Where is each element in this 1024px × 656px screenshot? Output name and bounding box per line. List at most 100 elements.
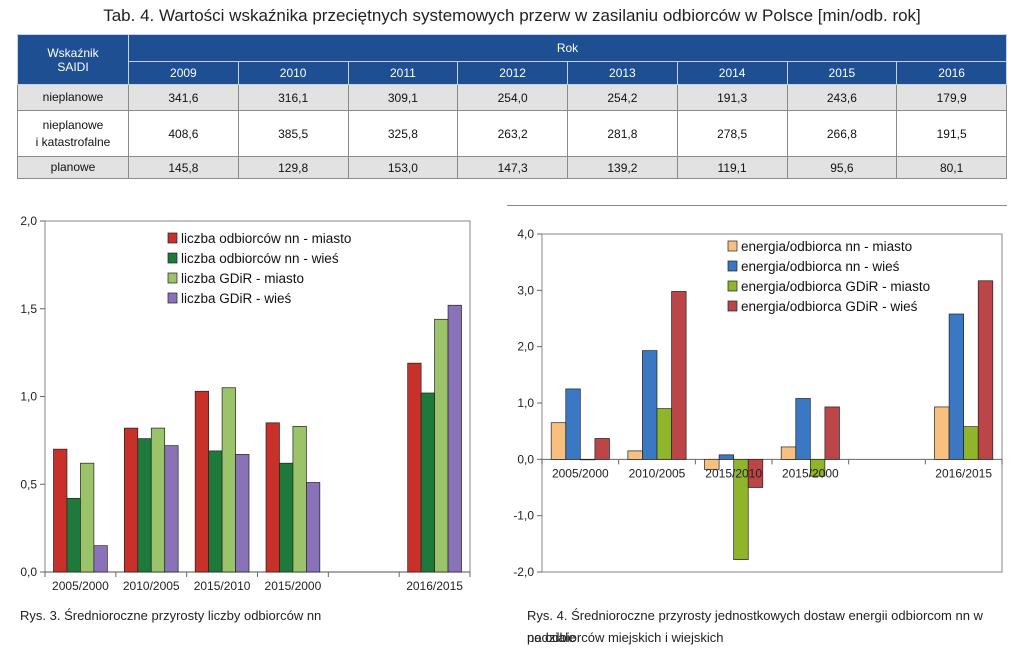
row-label: nieplanowe xyxy=(17,84,129,111)
row-label-line: planowe xyxy=(50,160,96,174)
table-row: planowe 145,8 129,8 153,0 147,3 139,2 119,1 95,… xyxy=(17,156,1007,179)
bar xyxy=(306,482,321,573)
bar xyxy=(704,458,720,470)
bar xyxy=(795,398,811,460)
caption-fig4-line2: na odbiorców miejskich i wiejskich xyxy=(527,630,724,645)
bar xyxy=(642,350,658,460)
bar xyxy=(733,458,749,560)
bar xyxy=(93,545,108,573)
x-category-label: 2015/2000 xyxy=(265,579,322,593)
bar xyxy=(150,427,166,573)
table-title: Tab. 4. Wartości wskaźnika przeciętnych … xyxy=(103,6,921,25)
legend-label: liczba odbiorców nn - wieś xyxy=(181,251,339,266)
x-category-label: 2015/2010 xyxy=(705,466,762,480)
group-header: Rok xyxy=(128,34,1007,62)
legend-swatch xyxy=(167,272,178,284)
y-tick-label: 3,0 xyxy=(517,283,534,297)
bar xyxy=(747,458,764,488)
year-header: 2010 xyxy=(237,61,349,85)
table-row: nieplanowe 341,6 316,1 309,1 254,0 254,2 191,3… xyxy=(17,84,1007,111)
y-tick-label: 1,5 xyxy=(20,302,37,316)
bar xyxy=(292,425,307,573)
legend-label: energia/odbiorca nn - miasto xyxy=(741,239,912,254)
y-tick-label: 0,5 xyxy=(20,477,37,491)
y-tick-label: -2,0 xyxy=(513,565,534,579)
chart-customer-growth: 0,0 0,5 1,0 1,5 2,0 2005/2000 2010/2005 2015/20… xyxy=(20,214,471,593)
year-header: 2014 xyxy=(676,61,788,85)
legend-label: energia/odbiorca GDiR - wieś xyxy=(741,299,918,314)
row-label: planowe xyxy=(17,156,129,179)
bar xyxy=(594,438,610,460)
chart-energy-growth: -2,0 -1,0 0,0 1,0 2,0 3,0 4,0 2005/2000 2010/200… xyxy=(513,227,1003,579)
table-cell: 95,6 xyxy=(786,156,898,179)
y-tick-label: -1,0 xyxy=(513,509,534,523)
table-cell: 147,3 xyxy=(457,156,568,179)
bar xyxy=(221,387,236,573)
bar xyxy=(137,438,152,573)
bar xyxy=(265,422,280,573)
bar xyxy=(80,462,95,573)
row-label-line: i katastrofalne xyxy=(35,134,111,149)
table-cell: 316,1 xyxy=(237,84,349,111)
row-label: nieplanowe i katastrofalne xyxy=(17,110,129,157)
bar xyxy=(420,392,435,573)
bar xyxy=(809,458,826,477)
legend-swatch xyxy=(167,232,178,244)
saidi-table: Wskaźnik SAIDI Rok 2009 2010 2011 2012 2013 2… xyxy=(17,34,1007,179)
legend-swatch xyxy=(167,252,178,264)
table-cell: 191,5 xyxy=(896,110,1007,157)
bar xyxy=(718,454,735,460)
year-header: 2011 xyxy=(347,61,459,85)
legend-label: energia/odbiorca nn - wieś xyxy=(741,259,900,274)
bar xyxy=(447,304,462,573)
bar xyxy=(565,388,581,460)
table-cell: 254,0 xyxy=(457,84,568,111)
bar xyxy=(53,448,68,573)
table-cell: 385,5 xyxy=(237,110,349,157)
legend-swatch xyxy=(727,260,738,272)
legend-swatch xyxy=(727,280,738,292)
corner-label-line1: Wskaźnik xyxy=(47,45,99,60)
legend-label: liczba GDiR - miasto xyxy=(181,271,304,286)
y-tick-label: 0,0 xyxy=(20,565,37,579)
x-category-label: 2010/2005 xyxy=(123,579,180,593)
y-tick-label: 1,0 xyxy=(20,390,37,404)
x-category-label: 2005/2000 xyxy=(52,579,109,593)
y-tick-label: 2,0 xyxy=(517,340,534,354)
table-cell: 129,8 xyxy=(237,156,349,179)
table-cell: 153,0 xyxy=(347,156,459,179)
legend-label: energia/odbiorca GDiR - miasto xyxy=(741,279,930,294)
bar xyxy=(279,462,294,573)
x-category-label: 2010/2005 xyxy=(629,466,686,480)
table-cell: 325,8 xyxy=(347,110,459,157)
legend-label: liczba odbiorców nn - miasto xyxy=(181,231,351,246)
table-cell: 263,2 xyxy=(457,110,568,157)
legend-swatch xyxy=(167,292,178,304)
y-tick-label: 0,0 xyxy=(517,452,534,466)
table-cell: 191,3 xyxy=(676,84,788,111)
plot-area xyxy=(541,233,1003,573)
corner-header: Wskaźnik SAIDI xyxy=(17,34,129,85)
row-label-line: nieplanowe xyxy=(42,90,104,104)
x-category-label: 2016/2015 xyxy=(935,466,992,480)
year-header: 2015 xyxy=(786,61,898,85)
legend-swatch xyxy=(727,240,738,252)
x-category-label: 2015/2000 xyxy=(782,466,839,480)
year-header: 2009 xyxy=(128,61,239,85)
x-category-label: 2005/2000 xyxy=(552,466,609,480)
x-category-label: 2016/2015 xyxy=(406,579,463,593)
year-header: 2013 xyxy=(567,61,678,85)
table-cell: 119,1 xyxy=(676,156,788,179)
y-tick-label: 1,0 xyxy=(517,396,534,410)
table-cell: 408,6 xyxy=(128,110,239,157)
legend-swatch xyxy=(727,300,738,312)
bar xyxy=(579,458,596,461)
bar xyxy=(208,450,223,573)
row-label-line: nieplanowe xyxy=(42,117,104,132)
y-tick-label: 2,0 xyxy=(20,214,37,228)
bar xyxy=(780,446,797,460)
bar xyxy=(934,406,950,460)
caption-fig4-line1: Rys. 4. Średnioroczne przyrosty jednostk… xyxy=(527,608,983,645)
table-cell: 80,1 xyxy=(896,156,1007,179)
table-cell: 266,8 xyxy=(786,110,898,157)
